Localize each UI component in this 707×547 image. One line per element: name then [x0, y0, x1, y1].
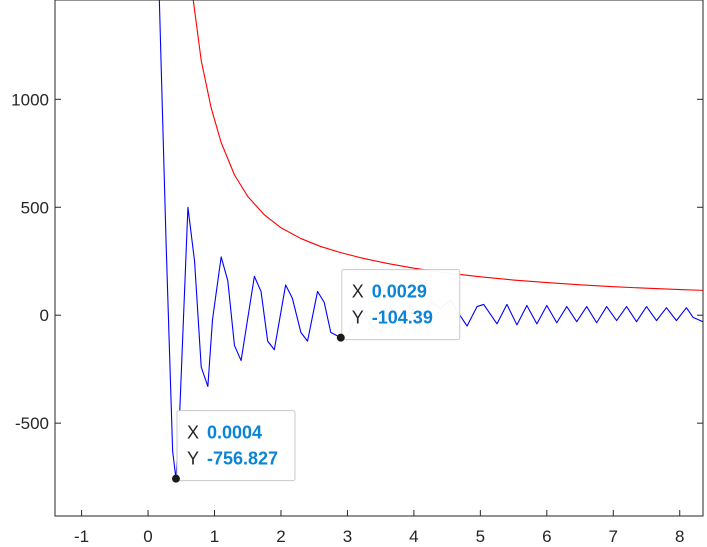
datatip-2[interactable]: X 0.0029 Y -104.39: [336, 269, 461, 342]
y-axis: -500 0 500 1000: [11, 90, 703, 433]
x-axis: -1 0 1 2 3 4 5 6 7 8: [74, 510, 684, 546]
x-tick-label: -1: [74, 527, 89, 546]
y-tick-label: -500: [15, 414, 49, 433]
y-tick-label: 1000: [11, 90, 49, 109]
datatip-marker[interactable]: [171, 474, 180, 483]
x-tick-label: 5: [476, 527, 485, 546]
y-tick-label: 0: [40, 306, 49, 325]
x-tick-label: 2: [276, 527, 285, 546]
datatip-box: [176, 410, 296, 482]
x-tick-label: 7: [609, 527, 618, 546]
datatip-layer[interactable]: X 0.0004 Y -756.827 X 0.0029 Y -104.39: [171, 269, 461, 483]
plot-background: [55, 0, 703, 516]
datatip-y-label: Y: [187, 449, 199, 469]
datatip-x-value: 0.0029: [372, 282, 427, 302]
x-tick-label: 1: [210, 527, 219, 546]
x-tick-label: 6: [542, 527, 551, 546]
datatip-marker[interactable]: [336, 333, 345, 342]
datatip-y-value: -104.39: [372, 308, 433, 328]
plot-area: [54, 0, 704, 517]
datatip-x-value: 0.0004: [207, 423, 262, 443]
x-tick-label: 8: [675, 527, 684, 546]
datatip-y-value: -756.827: [207, 449, 278, 469]
datatip-x-label: X: [187, 423, 199, 443]
datatip-box: [341, 269, 461, 341]
datatip-y-label: Y: [352, 308, 364, 328]
axes-box: [54, 0, 704, 517]
x-tick-label: 3: [343, 527, 352, 546]
x-tick-label: 0: [143, 527, 152, 546]
series-line-2: [192, 0, 703, 291]
datatip-x-label: X: [352, 282, 364, 302]
datatip-1[interactable]: X 0.0004 Y -756.827: [171, 410, 296, 483]
y-tick-label: 500: [21, 198, 49, 217]
x-tick-label: 4: [409, 527, 418, 546]
